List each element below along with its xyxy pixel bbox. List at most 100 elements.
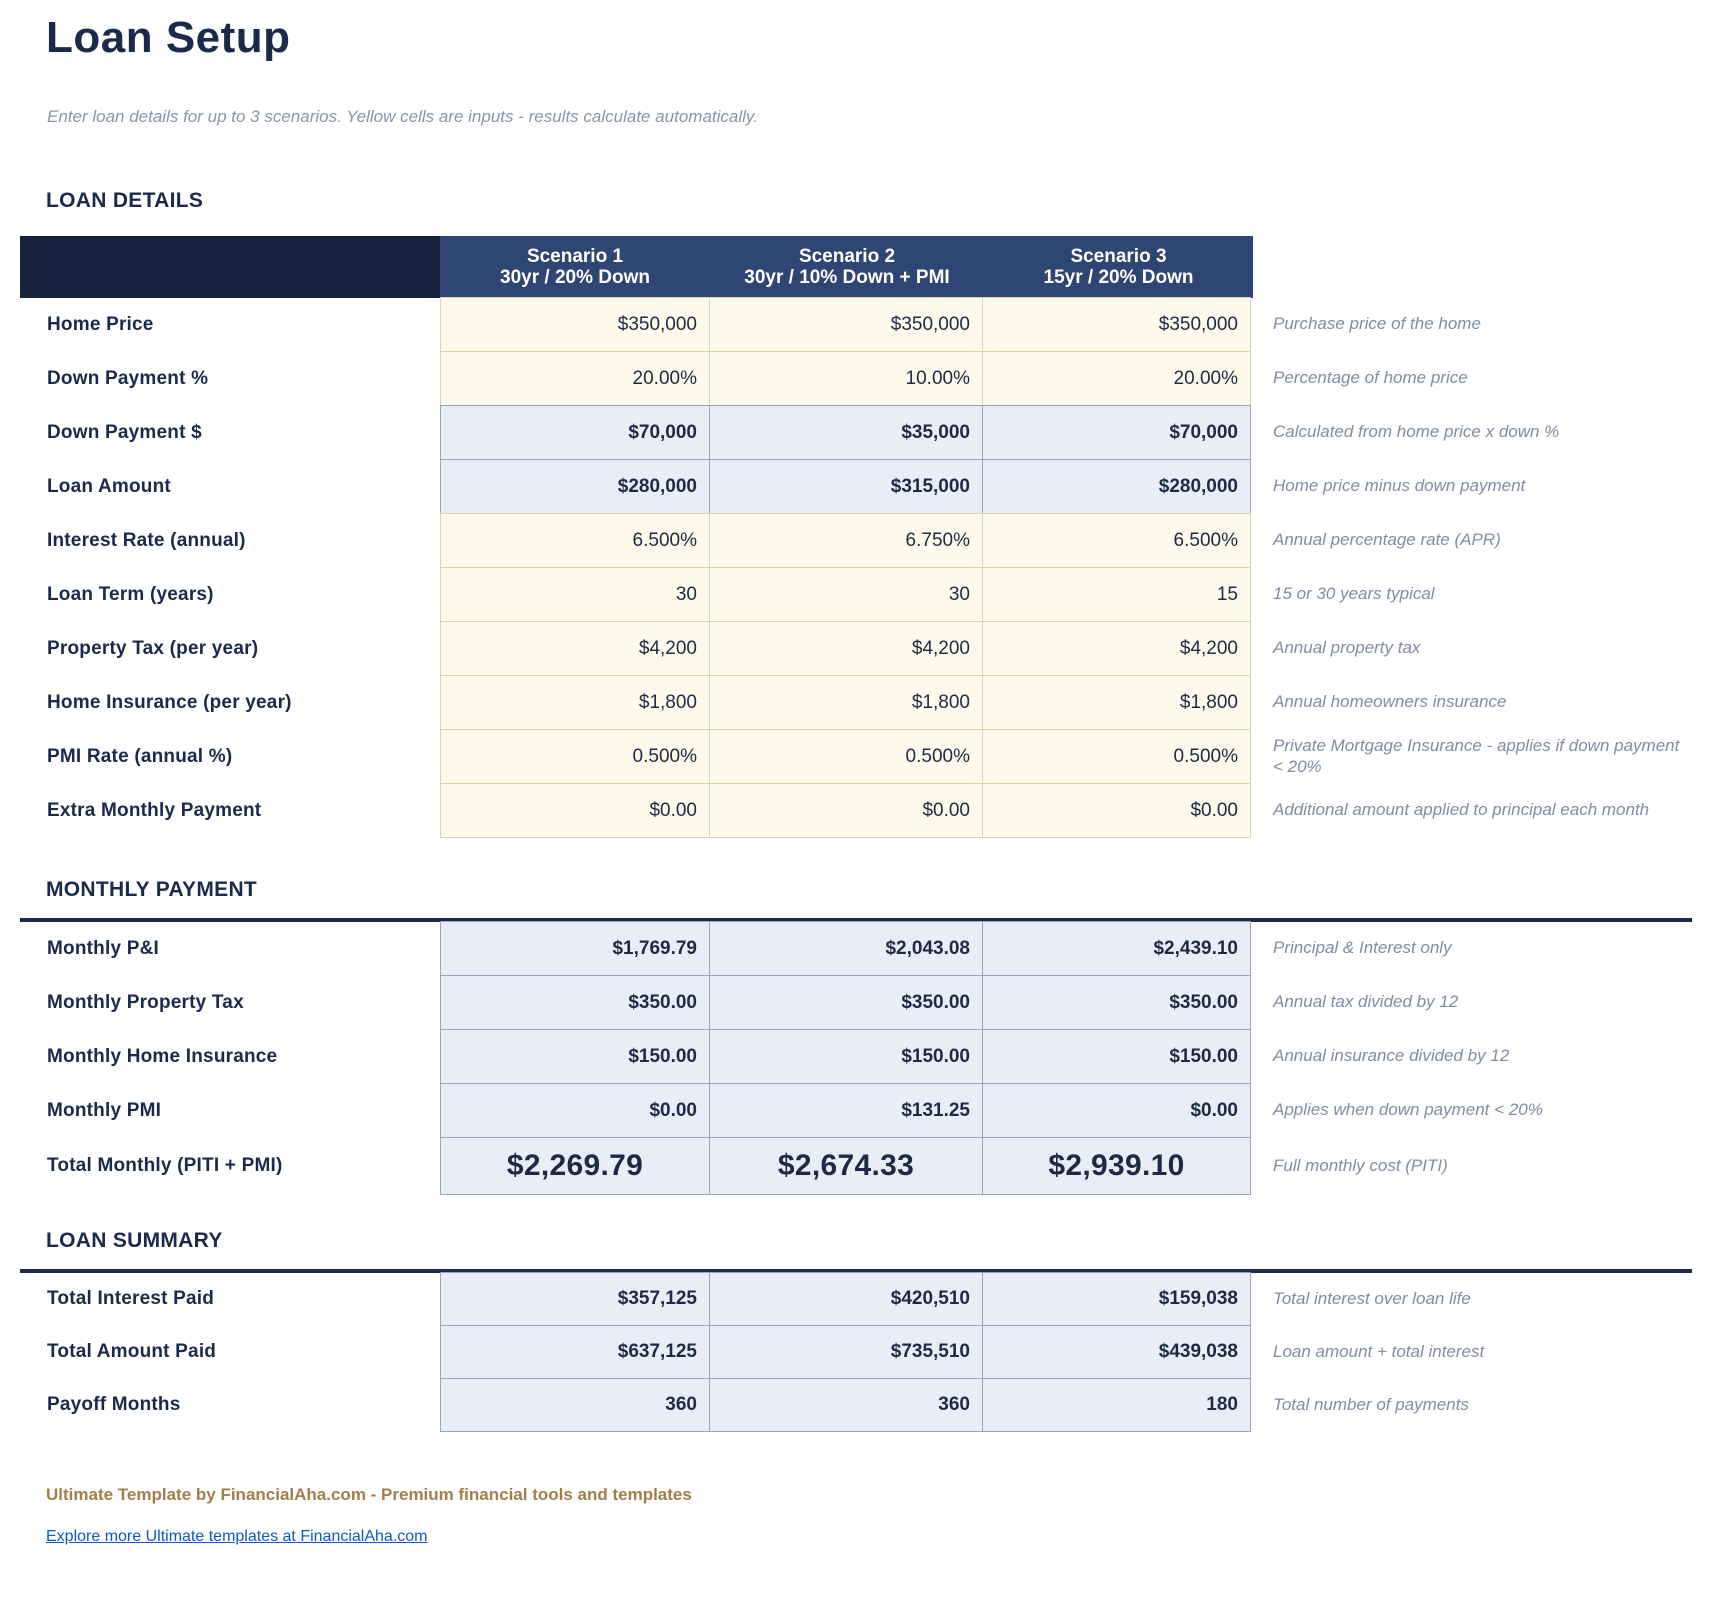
cell-scenario-2: $2,043.08 [709,921,983,976]
row-note: Applies when down payment < 20% [1273,1100,1543,1120]
cell-scenario-2[interactable]: 0.500% [709,729,983,784]
row-label: Loan Amount [47,475,171,497]
footer-link-row: Explore more Ultimate templates at Finan… [46,1528,1712,1546]
cell-scenario-2[interactable]: $350,000 [709,297,983,352]
cell-scenario-1: $150.00 [440,1029,710,1084]
cell-scenario-3: $159,038 [982,1272,1251,1326]
cell-scenario-1[interactable]: 30 [440,567,710,622]
monthly-payment-heading: MONTHLY PAYMENT [46,878,258,901]
table-row: Total Monthly (PITI + PMI) $2,269.79 $2,67… [20,1137,1692,1195]
row-label: Extra Monthly Payment [47,799,262,821]
cell-scenario-3[interactable]: $4,200 [982,621,1251,676]
scenario-2-name: Scenario 2 [798,246,896,267]
cell-scenario-2[interactable]: 10.00% [709,351,983,406]
cell-scenario-2[interactable]: 6.750% [709,513,983,568]
cell-scenario-2[interactable]: $1,800 [709,675,983,730]
cell-scenario-1[interactable]: $1,800 [440,675,710,730]
row-label: Total Amount Paid [47,1341,217,1362]
scenario-3-desc: 15yr / 20% Down [1043,267,1194,288]
table-row: Home Insurance (per year) $1,800 $1,800 $1,… [20,675,1692,730]
cell-scenario-1: $350.00 [440,975,710,1030]
row-label: PMI Rate (annual %) [47,745,233,767]
cell-scenario-3[interactable]: 6.500% [982,513,1251,568]
cell-scenario-2: $131.25 [709,1083,983,1138]
row-note: Annual tax divided by 12 [1273,992,1459,1012]
row-note: Annual homeowners insurance [1273,692,1507,712]
row-label: Monthly Home Insurance [47,1045,278,1067]
cell-scenario-1: $1,769.79 [440,921,710,976]
cell-scenario-1: 360 [440,1378,710,1432]
table-row: Extra Monthly Payment $0.00 $0.00 $0.00 Addi… [20,783,1692,838]
column-gap [1251,567,1273,622]
cell-scenario-3[interactable]: 0.500% [982,729,1251,784]
cell-scenario-1[interactable]: $350,000 [440,297,710,352]
cell-scenario-2: $35,000 [709,405,983,460]
cell-scenario-2[interactable]: $4,200 [709,621,983,676]
cell-scenario-3: $2,439.10 [982,921,1251,976]
cell-scenario-3[interactable]: 15 [982,567,1251,622]
cell-scenario-3[interactable]: $0.00 [982,783,1251,838]
row-note: Total number of payments [1273,1394,1469,1414]
cell-scenario-1[interactable]: 6.500% [440,513,710,568]
scenario-1-name: Scenario 1 [526,246,624,267]
row-label: Down Payment % [47,367,209,389]
row-note: Percentage of home price [1273,368,1468,388]
row-label: Monthly P&I [47,937,159,959]
cell-scenario-1: $280,000 [440,459,710,514]
cell-scenario-1[interactable]: $4,200 [440,621,710,676]
table-row: Monthly PMI $0.00 $131.25 $0.00 Applies when… [20,1083,1692,1138]
cell-scenario-2: $2,674.33 [709,1137,983,1195]
row-label: Loan Term (years) [47,583,214,605]
cell-scenario-2: $420,510 [709,1272,983,1326]
column-gap [1251,1378,1273,1432]
row-label: Total Interest Paid [47,1288,215,1309]
table-row: Payoff Months 360 360 180 Total number of pa… [20,1378,1692,1432]
column-gap [1251,351,1273,406]
footer-link[interactable]: Explore more Ultimate templates at Finan… [46,1528,428,1545]
row-label: Payoff Months [47,1394,181,1415]
section-divider [20,918,1692,922]
row-label: Home Insurance (per year) [47,691,292,713]
cell-scenario-2[interactable]: $0.00 [709,783,983,838]
row-note: Annual property tax [1273,638,1421,658]
section-loan-summary: LOAN SUMMARY Total Interest Paid $357,125… [0,1229,1712,1432]
column-gap [1251,729,1273,784]
section-divider [20,1269,1692,1273]
column-gap [1251,1137,1273,1195]
cell-scenario-1[interactable]: $0.00 [440,783,710,838]
scenario-3-header: Scenario 3 15yr / 20% Down [984,236,1253,298]
footer-brand: Ultimate Template by FinancialAha.com - … [46,1485,692,1504]
table-row: Down Payment % 20.00% 10.00% 20.00% Percenta… [20,351,1692,406]
cell-scenario-1[interactable]: 20.00% [440,351,710,406]
section-monthly-payment: MONTHLY PAYMENT Monthly P&I $1,769.79 $2,0… [0,878,1712,1195]
cell-scenario-3: $150.00 [982,1029,1251,1084]
cell-scenario-3[interactable]: $1,800 [982,675,1251,730]
cell-scenario-3: $439,038 [982,1325,1251,1379]
column-gap [1251,1029,1273,1084]
row-note: Calculated from home price x down % [1273,422,1560,442]
header-corner [20,236,440,298]
cell-scenario-1: $2,269.79 [440,1137,710,1195]
cell-scenario-3[interactable]: 20.00% [982,351,1251,406]
column-gap [1251,297,1273,352]
row-label: Down Payment $ [47,421,202,443]
cell-scenario-3[interactable]: $350,000 [982,297,1251,352]
scenario-1-header: Scenario 1 30yr / 20% Down [440,236,710,298]
cell-scenario-1[interactable]: 0.500% [440,729,710,784]
loan-summary-table: Total Interest Paid $357,125 $420,510 $159,… [20,1272,1692,1432]
row-label: Total Monthly (PITI + PMI) [47,1155,283,1176]
page-title: Loan Setup [46,13,291,62]
row-note: Annual percentage rate (APR) [1273,530,1501,550]
row-note: Principal & Interest only [1273,938,1452,958]
row-note: Purchase price of the home [1273,314,1481,334]
cell-scenario-3: $2,939.10 [982,1137,1251,1195]
cell-scenario-2: $350.00 [709,975,983,1030]
row-note: Home price minus down payment [1273,476,1526,496]
table-row: Home Price $350,000 $350,000 $350,000 Purcha… [20,297,1692,352]
cell-scenario-3: $280,000 [982,459,1251,514]
cell-scenario-2[interactable]: 30 [709,567,983,622]
row-label: Home Price [47,313,154,335]
scenario-1-desc: 30yr / 20% Down [500,267,650,288]
cell-scenario-2: $735,510 [709,1325,983,1379]
row-label: Monthly Property Tax [47,991,244,1013]
